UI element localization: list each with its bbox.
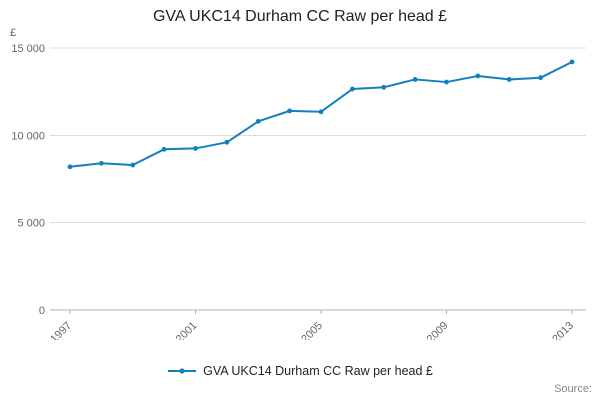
svg-text:10 000: 10 000	[11, 130, 45, 142]
svg-text:2001: 2001	[174, 320, 200, 340]
svg-text:0: 0	[39, 305, 45, 317]
line-chart: 0 5 000 10 000 15 000 1997 2001 2005 2009 2013	[11, 43, 586, 340]
svg-text:5 000: 5 000	[17, 218, 45, 230]
svg-text:15 000: 15 000	[11, 43, 45, 55]
svg-text:1997: 1997	[48, 320, 74, 340]
legend-label: GVA UKC14 Durham CC Raw per head £	[203, 364, 433, 378]
source-label: Source:	[554, 383, 592, 395]
svg-text:2009: 2009	[425, 320, 451, 340]
chart-title: GVA UKC14 Durham CC Raw per head £	[152, 8, 448, 25]
svg-text:2005: 2005	[299, 320, 325, 340]
svg-text:2013: 2013	[550, 320, 576, 340]
legend-line-icon	[168, 368, 197, 374]
y-axis-unit-label: £	[10, 27, 17, 39]
legend: GVA UKC14 Durham CC Raw per head £	[0, 364, 600, 378]
